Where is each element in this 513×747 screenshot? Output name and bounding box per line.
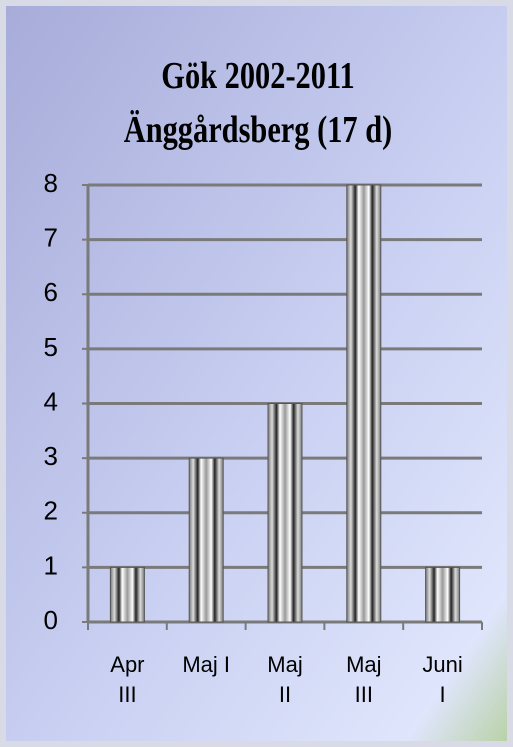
y-tick-label: 7 [44,223,58,253]
y-tick-label: 4 [44,386,58,416]
y-tick-label: 5 [44,332,58,362]
y-tick-label: 3 [44,441,58,471]
bar [267,403,303,623]
y-tick-label: 2 [44,496,58,526]
bar [425,566,461,623]
y-tick-label: 1 [44,550,58,580]
y-tick-label: 8 [44,168,58,198]
bar [346,184,382,623]
chart-title: Gök 2002-2011 Änggårdsberg (17 d) [124,55,393,151]
bar [109,566,145,623]
y-tick-label: 6 [44,277,58,307]
x-tick-label: Maj I [182,652,230,677]
x-tick-label: Juni I [422,652,462,707]
bar [188,457,224,623]
x-tick-label: Maj II [267,652,302,707]
x-tick-label: Maj III [346,652,381,707]
x-tick-label: Apr III [110,652,144,707]
y-tick-label: 0 [44,605,58,635]
